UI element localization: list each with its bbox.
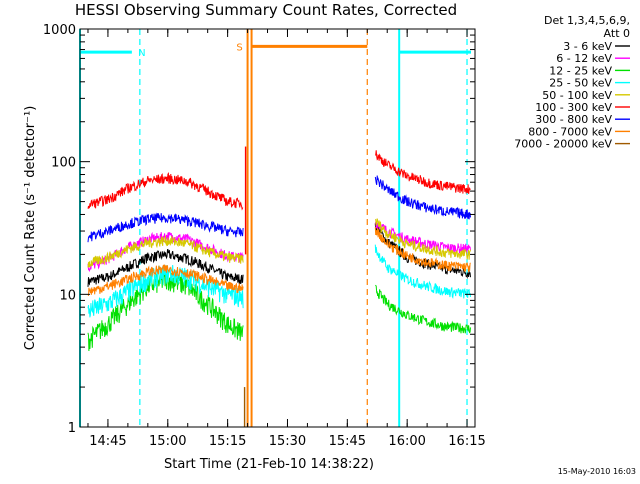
series-line-0-pre <box>87 248 244 287</box>
legend-label-7: 800 - 7000 keV <box>528 125 612 138</box>
series-line-2-post <box>375 284 471 334</box>
x-axis-label: Start Time (21-Feb-10 14:38:22) <box>164 457 374 472</box>
x-tick-label-0: 14:45 <box>89 434 126 449</box>
legend-header-line-2: Att 0 <box>604 27 630 40</box>
y-tick-label-1: 10 <box>59 288 76 303</box>
x-tick-label-3: 15:30 <box>269 434 306 449</box>
series-line-6-pre <box>87 212 244 243</box>
series-line-7-post <box>374 226 471 272</box>
legend-label-1: 6 - 12 keV <box>556 52 612 65</box>
y-axis-label: Corrected Count Rate (s⁻¹ detector⁻¹) <box>23 106 38 351</box>
legend-label-4: 50 - 100 keV <box>542 89 612 102</box>
plot-frame <box>79 28 476 428</box>
series-line-6-post <box>374 175 471 220</box>
x-tick-label-5: 16:00 <box>388 434 425 449</box>
series-line-0-post <box>374 223 471 280</box>
x-tick-label-4: 15:45 <box>329 434 366 449</box>
series-line-5-pre <box>87 172 244 211</box>
x-tick-label-2: 15:15 <box>209 434 246 449</box>
legend-header-line-1: Det 1,3,4,5,6,9, <box>544 14 630 27</box>
series-line-5-post <box>374 150 471 194</box>
flag-label-N: N <box>138 48 145 59</box>
legend-label-5: 100 - 300 keV <box>535 101 612 114</box>
chart-title: HESSI Observing Summary Count Rates, Cor… <box>75 1 457 19</box>
x-tick-label-6: 16:15 <box>448 434 485 449</box>
legend-label-2: 12 - 25 keV <box>549 64 612 77</box>
y-tick-label-2: 100 <box>51 156 76 171</box>
legend-label-6: 300 - 800 keV <box>535 113 612 126</box>
legend-label-0: 3 - 6 keV <box>563 40 612 53</box>
series-line-4-pre <box>87 235 244 268</box>
series-line-4-post <box>375 218 471 260</box>
timestamp: 15-May-2010 16:03 <box>558 467 636 476</box>
legend-label-8: 7000 - 20000 keV <box>514 138 612 151</box>
legend-label-3: 25 - 50 keV <box>549 77 612 90</box>
ticks-layer: 14:45 15:00 15:15 15:30 15:45 16:00 16:15 1 10 10… <box>43 23 486 449</box>
y-tick-label-3: 1000 <box>43 23 76 38</box>
series-layer <box>87 146 471 427</box>
series-line-3-post <box>374 244 471 299</box>
flag-label-S: S <box>236 42 242 53</box>
y-tick-label-0: 1 <box>68 421 76 436</box>
x-tick-label-1: 15:00 <box>149 434 186 449</box>
series-line-7-pre <box>87 264 244 296</box>
